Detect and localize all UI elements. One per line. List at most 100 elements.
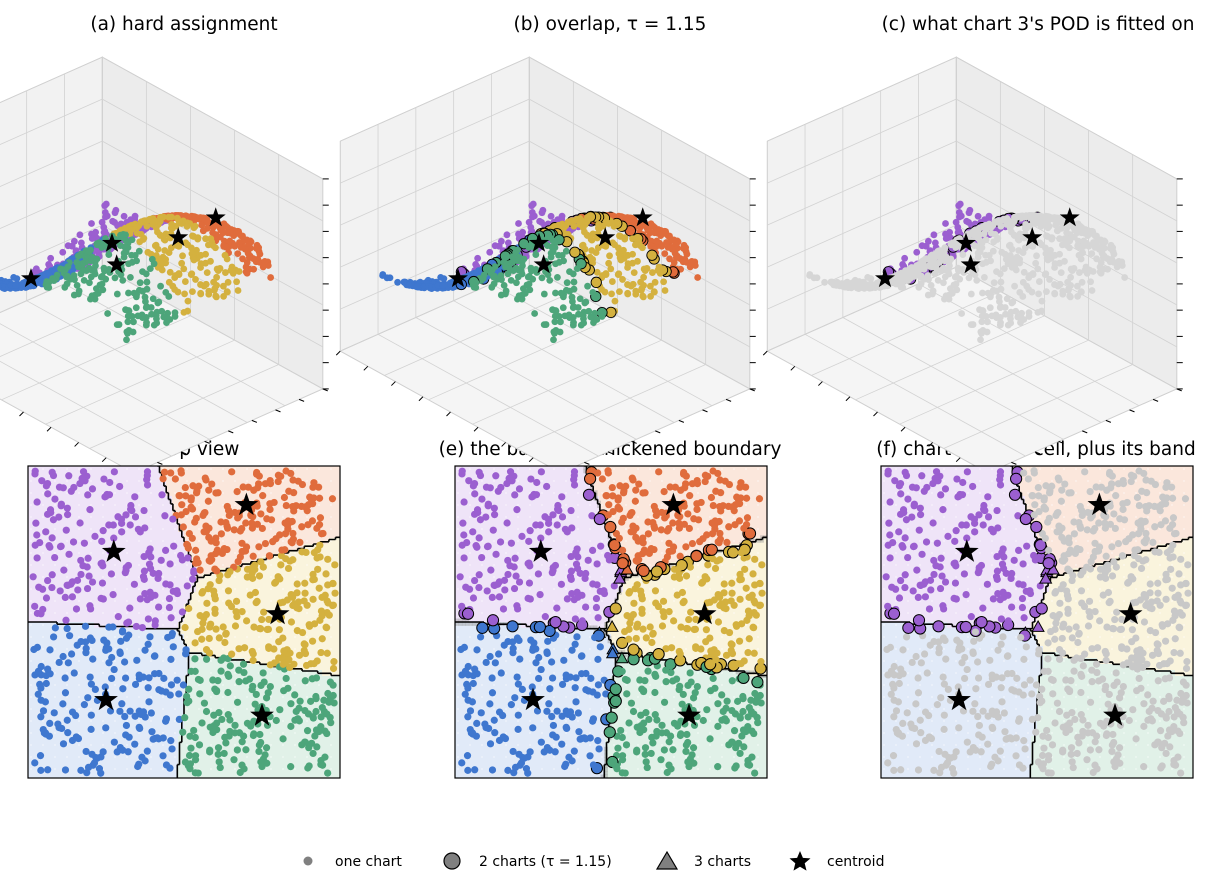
panel-e-point — [751, 599, 759, 607]
panel-e-point — [678, 700, 686, 708]
panel-d-point — [323, 624, 331, 632]
panel-e-point — [595, 745, 603, 753]
panel-e-point-two-charts — [627, 643, 640, 656]
panel-d-point — [200, 509, 208, 517]
panel-d-point — [243, 573, 251, 581]
panel-e-point — [465, 477, 473, 485]
panel-c-point — [1096, 263, 1104, 271]
panel-f-point — [1023, 542, 1031, 550]
panel-d-point — [251, 700, 259, 708]
panel-a-point — [88, 235, 96, 242]
panel-d-point — [47, 508, 55, 517]
panel-f-point — [901, 534, 909, 542]
panel-b-point — [589, 230, 597, 238]
panel-d-point — [221, 638, 229, 647]
panel-d-point — [266, 505, 274, 514]
panel-e-point — [475, 534, 483, 542]
panel-d-point — [266, 682, 274, 691]
panel-a-point — [98, 244, 106, 251]
panel-e-point — [735, 739, 743, 747]
panel-f-point-three-charts — [1031, 619, 1045, 632]
panel-d-point — [187, 744, 195, 752]
panel-d-point — [86, 506, 94, 514]
panel-d-point — [265, 552, 274, 560]
panel-f-point — [1177, 769, 1185, 777]
panel-a-point — [113, 290, 121, 298]
panel-d-point — [251, 588, 260, 597]
panel-d-point — [167, 681, 176, 689]
panel-d-point — [262, 694, 271, 702]
panel-e-point — [676, 682, 684, 690]
panel-f-point — [998, 674, 1006, 682]
panel-d-point — [310, 575, 318, 584]
panel-e-point — [582, 603, 590, 611]
panel-d-point — [77, 637, 85, 646]
panel-d-point — [231, 622, 240, 630]
panel-a-point — [124, 329, 131, 337]
panel-e-point — [666, 732, 675, 740]
panel-e-point — [640, 719, 648, 727]
panel-b-point — [434, 282, 442, 289]
panel-e-point — [623, 690, 631, 698]
panel-a-point — [111, 209, 119, 217]
panel-d-point — [118, 700, 126, 708]
panel-e-point — [740, 554, 748, 562]
panel-d-point — [238, 524, 246, 533]
panel-f-point — [1032, 681, 1040, 689]
panel-e-point — [748, 591, 756, 599]
panel-e-point — [691, 625, 700, 633]
panel-b-point — [531, 310, 539, 317]
panel-c-points — [806, 200, 1129, 344]
panel-f-point — [961, 674, 969, 683]
panel-b-point — [561, 312, 569, 320]
panel-e-point — [720, 589, 728, 597]
panel-e-point — [514, 711, 522, 719]
panel-d-point — [108, 674, 116, 683]
panel-f-point — [1069, 763, 1077, 772]
panel-d-point — [133, 656, 141, 664]
panel-e-point — [589, 717, 597, 725]
panel-d-point — [37, 610, 45, 618]
panel-e-point — [476, 516, 485, 524]
panel-e-point — [532, 659, 540, 667]
panel-d-point — [33, 498, 41, 506]
panel-f-point — [939, 506, 947, 514]
panel-e-point — [707, 647, 715, 655]
panel-f-point — [937, 491, 945, 499]
panel-c-point — [986, 304, 994, 312]
panel-e-point — [680, 597, 688, 605]
panel-d-point — [33, 531, 41, 539]
panel-e-point — [568, 757, 576, 765]
panel-e-point — [618, 756, 627, 764]
panel-d-point — [181, 623, 189, 632]
panel-e-point — [592, 603, 601, 612]
panel-d-point — [212, 539, 220, 547]
panel-a-point — [144, 248, 152, 256]
panel-c-point — [1015, 247, 1023, 254]
panel-a-centroid-4 — [106, 254, 127, 274]
panel-c-point — [1088, 250, 1096, 258]
panel-e-point — [723, 697, 731, 705]
panel-a-centroid-1 — [205, 207, 226, 227]
panel-a-point — [183, 222, 191, 230]
panel-d-point — [185, 604, 193, 613]
panel-b-point — [594, 224, 602, 232]
panel-d-point — [144, 615, 152, 623]
panel-d-point — [76, 519, 84, 527]
panel-f-point — [1184, 589, 1192, 597]
panel-e-point — [651, 670, 659, 679]
panel-d-point — [67, 487, 75, 495]
panel-d-point — [187, 496, 195, 504]
panel-e-point — [589, 761, 598, 769]
panel-d-point — [202, 655, 211, 663]
panel-f-point — [1074, 733, 1082, 741]
panel-a-point — [239, 255, 246, 263]
panel-d-point — [202, 610, 210, 619]
panel-e-point — [545, 528, 553, 536]
panel-d-point — [70, 669, 78, 677]
panel-e-point — [549, 721, 558, 730]
panel-a-point — [180, 265, 188, 273]
panel-d-point — [327, 719, 335, 727]
panel-a-point — [43, 283, 51, 291]
panel-c-point — [1003, 295, 1011, 303]
